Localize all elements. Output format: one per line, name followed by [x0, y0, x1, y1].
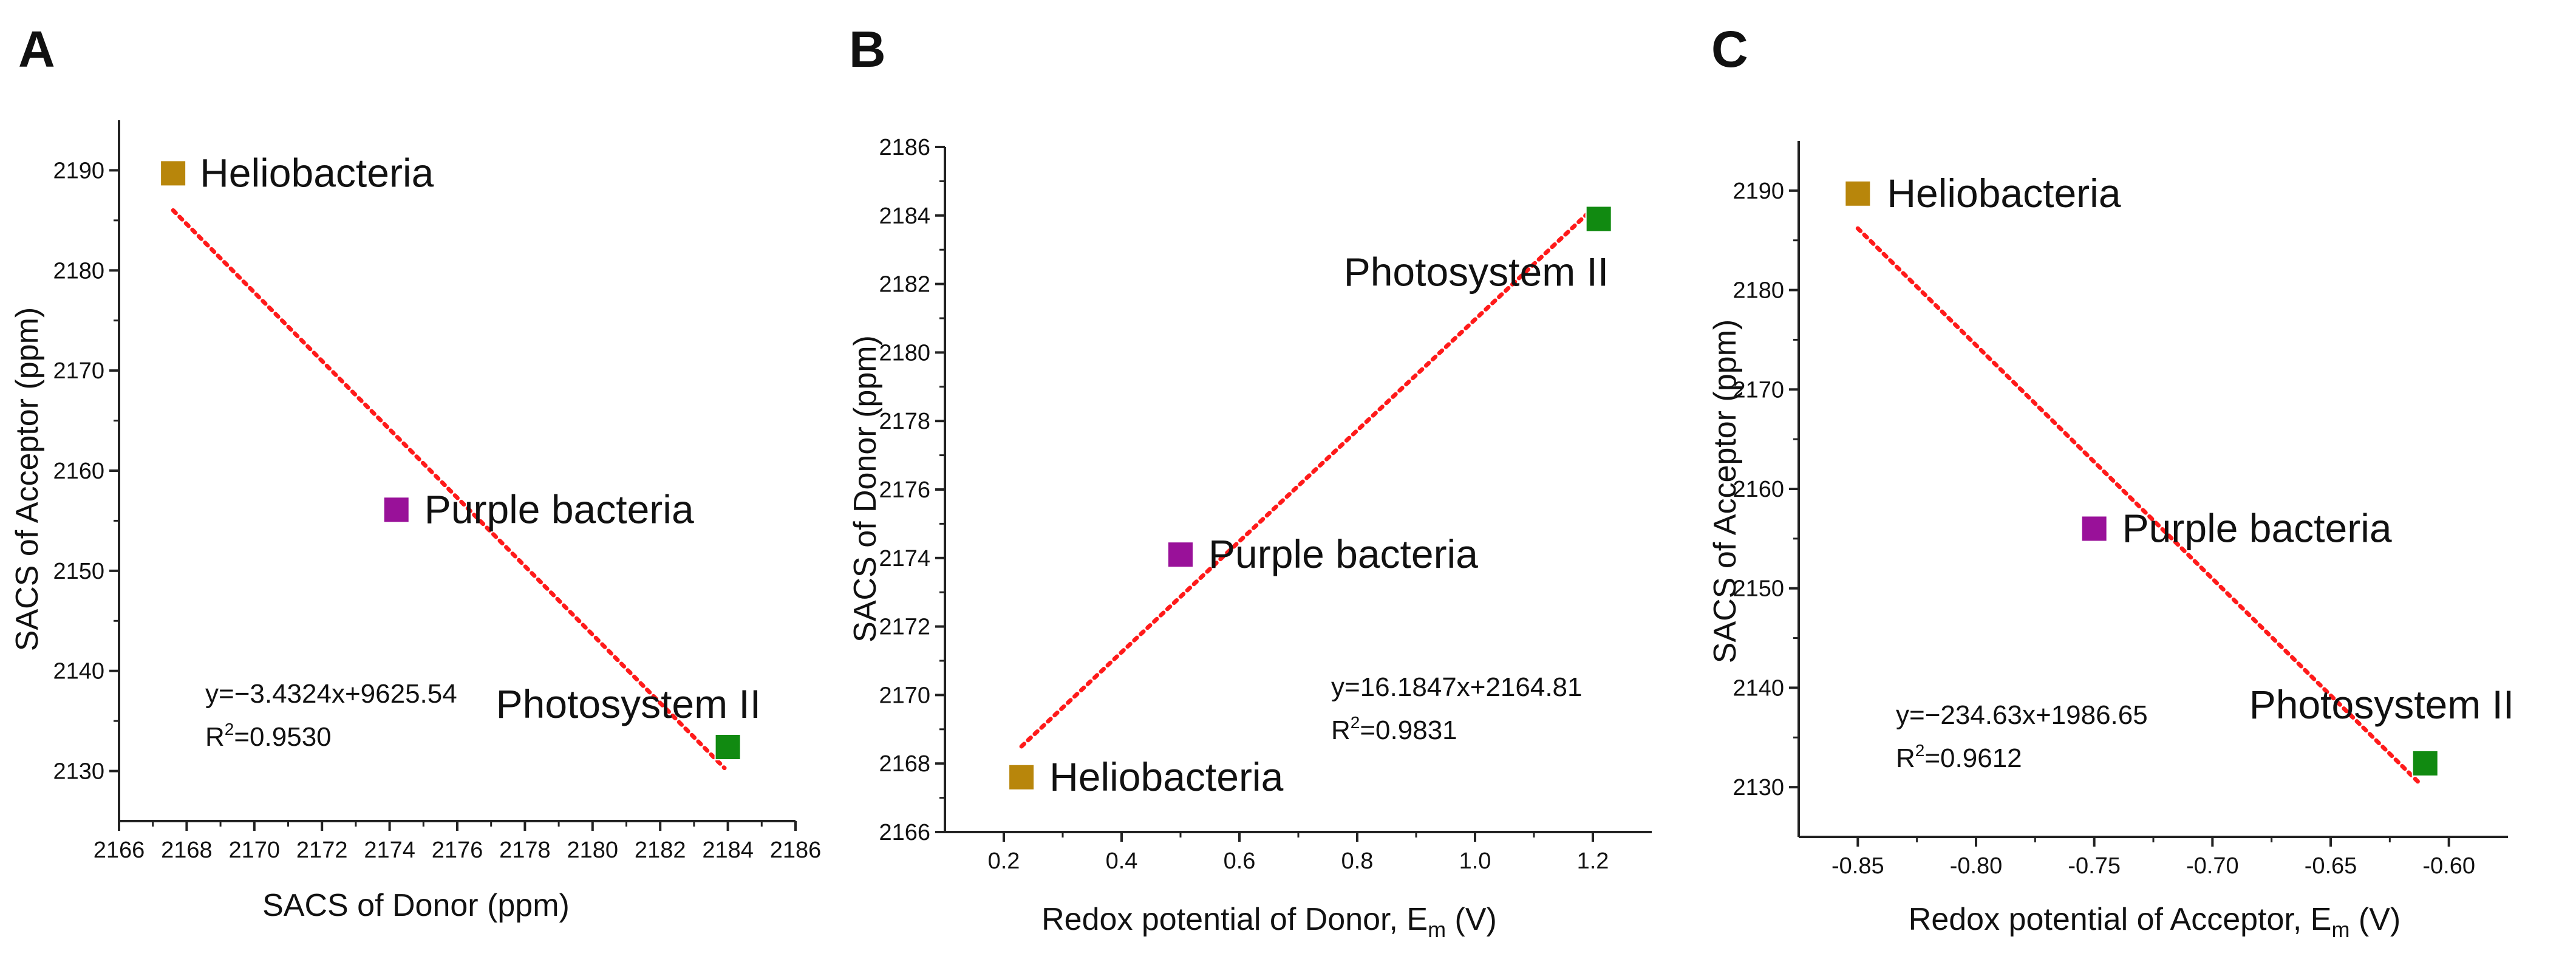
x-tick-label: 0.2 — [988, 848, 1020, 874]
y-tick-label: 2186 — [879, 135, 930, 160]
y-axis-label: SACS of Donor (ppm) — [848, 335, 883, 643]
y-tick-label: 2184 — [879, 203, 930, 229]
x-tick-label: 2172 — [296, 837, 348, 863]
y-tick-label: 2170 — [53, 358, 104, 384]
point-label: Heliobacteria — [1049, 754, 1283, 799]
y-tick-label: 2160 — [1733, 477, 1784, 502]
point-label: Photosystem II — [2249, 682, 2515, 727]
y-tick-label: 2172 — [879, 615, 930, 640]
y-axis-label: SACS of Acceptor (ppm) — [10, 307, 45, 651]
data-point — [714, 734, 741, 761]
y-tick-label: 2170 — [879, 683, 930, 708]
regression-equation: y=−234.63x+1986.65 — [1896, 700, 2148, 730]
y-tick-label: 2160 — [53, 459, 104, 484]
y-tick-label: 2180 — [879, 340, 930, 366]
x-tick-label: 2170 — [229, 837, 281, 863]
r-squared: R2=0.9831 — [1331, 713, 1457, 745]
x-tick-label: 2186 — [770, 837, 822, 863]
point-label: Heliobacteria — [200, 150, 434, 195]
point-label: Purple bacteria — [1208, 531, 1478, 576]
y-tick-label: 2130 — [53, 759, 104, 785]
x-tick-label: -0.75 — [2068, 853, 2121, 879]
trend-line — [171, 208, 727, 771]
x-tick-label: 2168 — [161, 837, 213, 863]
y-tick-label: 2180 — [53, 258, 104, 284]
point-label: Photosystem II — [1344, 249, 1609, 294]
data-point — [1008, 763, 1035, 791]
x-tick-label: 2174 — [364, 837, 415, 863]
data-points: Heliobacteria Purple bacteria Photosystem … — [1008, 205, 1612, 799]
tick-group: 2130 2140 2150 2160 2170 2180 2190 -0.85 -0.80 -0… — [1733, 179, 2475, 879]
y-tick-label: 2170 — [1733, 377, 1784, 403]
y-tick-label: 2190 — [53, 158, 104, 183]
y-tick-label: 2168 — [879, 751, 930, 777]
data-point — [2411, 749, 2439, 777]
x-tick-label: 0.4 — [1106, 848, 1138, 874]
tick-group: 2130 2140 2150 2160 2170 2180 2190 2166 2168 2170… — [53, 158, 821, 863]
point-label: Purple bacteria — [424, 486, 694, 531]
y-tick-label: 2174 — [879, 546, 930, 571]
regression-equation: y=16.1847x+2164.81 — [1331, 672, 1583, 702]
y-tick-label: 2182 — [879, 272, 930, 298]
x-tick-label: 2178 — [499, 837, 551, 863]
x-tick-label: 2166 — [94, 837, 145, 863]
panel-letter: B — [849, 21, 886, 78]
x-tick-label: 2180 — [567, 837, 619, 863]
y-tick-label: 2180 — [1733, 278, 1784, 304]
x-tick-label: -0.60 — [2422, 853, 2475, 879]
x-tick-label: 2182 — [635, 837, 686, 863]
y-tick-label: 2166 — [879, 820, 930, 845]
data-point — [160, 160, 187, 187]
x-axis-label: Redox potential of Donor, Em (V) — [1041, 902, 1497, 942]
regression-equation: y=−3.4324x+9625.54 — [205, 679, 457, 709]
data-point — [1585, 205, 1612, 233]
y-tick-label: 2150 — [53, 559, 104, 584]
x-tick-label: 2184 — [702, 837, 754, 863]
r-squared: R2=0.9612 — [1896, 741, 2022, 773]
y-tick-label: 2190 — [1733, 179, 1784, 204]
panel-letter: C — [1711, 21, 1748, 78]
y-tick-label: 2150 — [1733, 576, 1784, 602]
data-point — [1167, 541, 1194, 568]
x-tick-label: 1.0 — [1459, 848, 1491, 874]
point-label: Photosystem II — [496, 681, 762, 726]
x-tick-label: 0.8 — [1341, 848, 1374, 874]
y-tick-label: 2176 — [879, 477, 930, 503]
y-tick-label: 2140 — [1733, 675, 1784, 701]
y-axis-label: SACS of Acceptor (ppm) — [1708, 319, 1743, 663]
x-tick-label: -0.65 — [2305, 853, 2357, 879]
x-tick-label: -0.85 — [1831, 853, 1884, 879]
r-squared: R2=0.9530 — [205, 720, 332, 752]
point-label: Purple bacteria — [2122, 505, 2392, 550]
data-point — [1844, 180, 1872, 207]
data-points: Heliobacteria Purple bacteria Photosystem … — [1844, 171, 2515, 777]
x-tick-label: 1.2 — [1577, 848, 1609, 874]
x-tick-label: -0.80 — [1950, 853, 2003, 879]
y-tick-label: 2140 — [53, 659, 104, 684]
x-tick-label: 2176 — [432, 837, 483, 863]
panel-letter: A — [18, 21, 55, 78]
trend-line — [1019, 206, 1595, 749]
y-tick-label: 2130 — [1733, 775, 1784, 800]
panel-c: C 2130 2140 2150 2160 2170 2180 2190 -0.85 -0.80… — [1708, 21, 2514, 942]
data-point — [2080, 515, 2108, 542]
y-tick-label: 2178 — [879, 409, 930, 434]
x-axis-label: SACS of Donor (ppm) — [262, 888, 570, 923]
x-axis-label: Redox potential of Acceptor, Em (V) — [1909, 902, 2401, 942]
point-label: Heliobacteria — [1887, 171, 2121, 216]
data-point — [383, 496, 410, 524]
x-tick-label: -0.70 — [2186, 853, 2239, 879]
x-tick-label: 0.6 — [1224, 848, 1256, 874]
trend-line — [1855, 226, 2423, 786]
data-points: Heliobacteria Purple bacteria Photosystem … — [160, 150, 762, 761]
tick-group: 2166 2168 2170 2172 2174 2176 2178 2180 2182 2184… — [879, 135, 1609, 874]
panel-b: B 21662168217021722174217621782180218221… — [848, 21, 1652, 942]
